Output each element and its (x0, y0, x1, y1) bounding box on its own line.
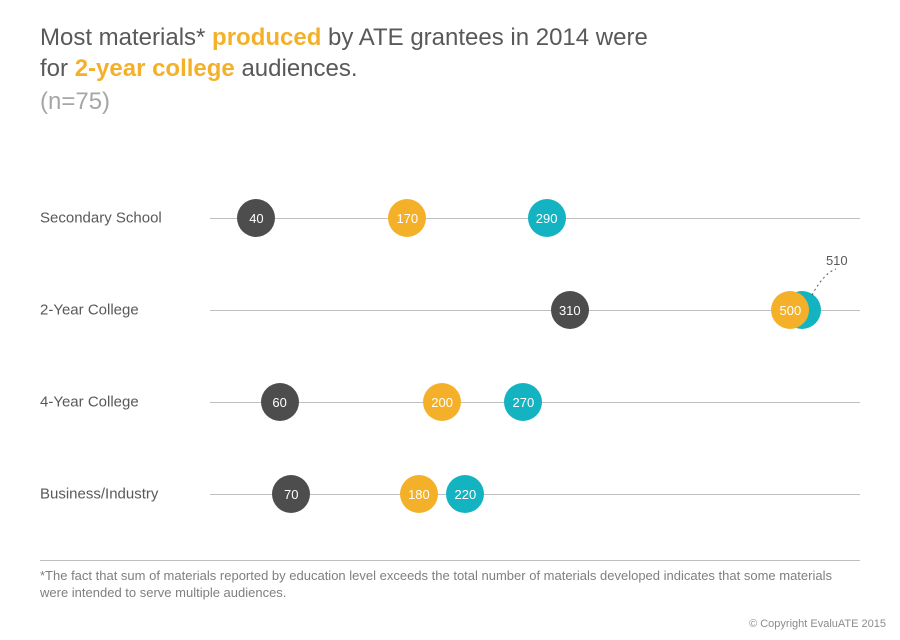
chart-row: 4-Year College 60 200 270 (40, 379, 860, 425)
copyright: © Copyright EvaluATE 2015 (749, 618, 886, 630)
chart-subtitle: (n=75) (40, 88, 860, 116)
row-label: 2-Year College (40, 302, 200, 319)
title-text: Most materials* (40, 24, 212, 51)
chart-row: 2-Year College310510500 (40, 287, 860, 333)
leader-line (808, 265, 848, 305)
title-highlight: 2-year college (75, 55, 235, 82)
data-dot: 200 (423, 383, 461, 421)
data-dot: 500 (771, 291, 809, 329)
data-dot: 310 (551, 291, 589, 329)
dot-strip-chart: Secondary School 40 170 290 2-Year College 31… (40, 195, 860, 563)
title-highlight: produced (212, 24, 321, 51)
data-dot: 180 (400, 475, 438, 513)
data-dot: 70 (272, 475, 310, 513)
data-dot: 60 (261, 383, 299, 421)
title-text: audiences. (235, 55, 358, 82)
chart-row: Secondary School 40 170 290 (40, 195, 860, 241)
row-label: 4-Year College (40, 394, 200, 411)
row-label: Secondary School (40, 210, 200, 227)
data-dot: 170 (388, 199, 426, 237)
chart-title: Most materials* produced by ATE grantees… (40, 22, 680, 84)
data-dot: 270 (504, 383, 542, 421)
footnote: *The fact that sum of materials reported… (40, 560, 860, 602)
data-dot: 40 (237, 199, 275, 237)
data-dot: 290 (528, 199, 566, 237)
page: Most materials* produced by ATE grantees… (0, 0, 900, 640)
row-label: Business/Industry (40, 486, 200, 503)
chart-row: Business/Industry 70 180220 (40, 471, 860, 517)
data-dot: 220 (446, 475, 484, 513)
row-track (210, 310, 860, 311)
